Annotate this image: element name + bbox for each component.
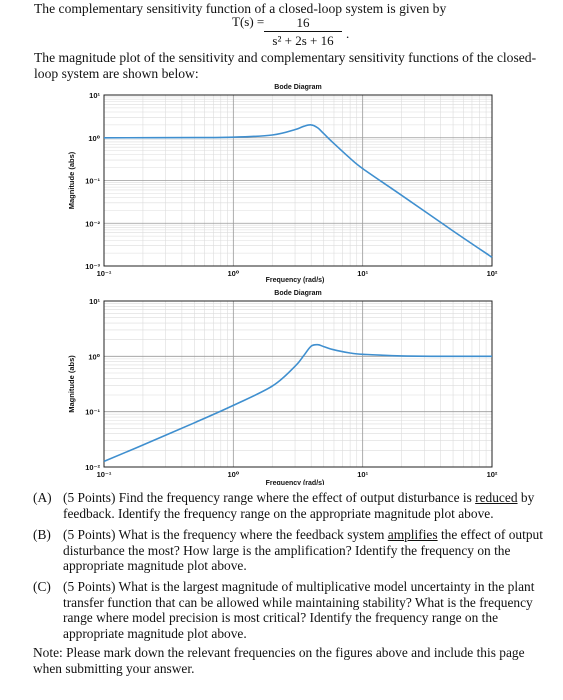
equation-numerator: 16 — [296, 15, 310, 30]
question-a-label: (A) — [33, 490, 52, 505]
y-tick-label: 10⁻¹ — [85, 408, 100, 417]
question-a-text: (5 Points) Find the frequency range wher… — [63, 490, 535, 521]
y-tick-label: 10⁻² — [85, 463, 100, 472]
note-text: Note: Please mark down the relevant freq… — [33, 645, 525, 676]
y-tick-label: 10¹ — [89, 297, 100, 306]
y-tick-label: 10⁻¹ — [85, 177, 100, 186]
x-tick-label: 10⁻¹ — [97, 269, 112, 278]
y-tick-label: 10⁻² — [85, 219, 100, 228]
x-tick-label: 10² — [487, 269, 498, 278]
x-tick-label: 10¹ — [357, 269, 368, 278]
sensitivity-bode-plot: 10⁻¹ 10⁰ 10¹ 10² 10¹ 10⁰ 10⁻¹ 10⁻² 10⁻³ Bode Diag… — [67, 84, 498, 284]
x-tick-label: 10⁰ — [228, 269, 240, 278]
y-tick-label: 10⁰ — [88, 352, 100, 361]
y-tick-label: 10¹ — [89, 91, 100, 100]
plot-description: The magnitude plot of the sensitivity an… — [34, 50, 537, 81]
magnitude-curve — [103, 124, 493, 258]
question-b-label: (B) — [33, 527, 51, 542]
y-tick-label: 10⁻³ — [85, 262, 100, 271]
equation-denominator: s² + 2s + 16 — [272, 33, 334, 48]
x-tick-label: 10⁻¹ — [97, 470, 112, 479]
question-c-text: (5 Points) What is the largest magnitude… — [63, 579, 535, 641]
intro-text: The complementary sensitivity function o… — [34, 1, 447, 16]
plot-frame — [103, 94, 493, 267]
x-axis-label: Frequency (rad/s) — [266, 480, 325, 485]
equation-period: . — [346, 26, 350, 41]
x-tick-label: 10¹ — [357, 470, 368, 479]
x-tick-label: 10⁰ — [228, 470, 240, 479]
y-tick-label: 10⁰ — [88, 134, 100, 143]
question-c-label: (C) — [33, 579, 51, 594]
x-tick-label: 10² — [487, 470, 498, 479]
fraction-bar — [264, 31, 342, 32]
equation-lhs: T(s) = — [232, 14, 265, 29]
chart-title: Bode Diagram — [274, 290, 321, 297]
question-b-text: (5 Points) What is the frequency where t… — [63, 527, 543, 574]
plot-frame — [103, 300, 493, 468]
y-axis-label: Magnitude (abs) — [67, 355, 76, 413]
chart-title: Bode Diagram — [274, 84, 321, 91]
x-axis-label: Frequency (rad/s) — [266, 277, 325, 284]
equation-fraction: 16 s² + 2s + 16 — [262, 14, 344, 49]
y-axis-label: Magnitude (abs) — [67, 151, 76, 209]
magnitude-curve — [103, 343, 493, 463]
